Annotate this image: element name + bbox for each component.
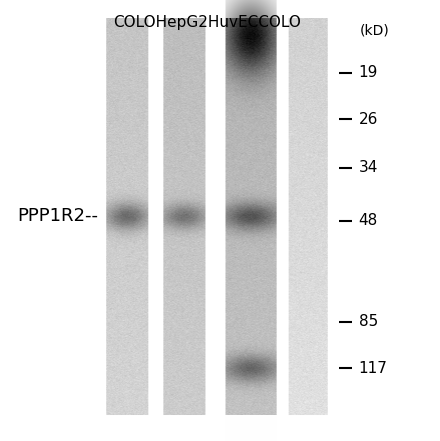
Text: COLOHepG2HuvECCOLO: COLOHepG2HuvECCOLO (113, 15, 301, 30)
Text: 48: 48 (359, 213, 378, 228)
Text: 26: 26 (359, 112, 378, 127)
Text: 34: 34 (359, 160, 378, 175)
Text: 117: 117 (359, 361, 388, 376)
Text: (kD): (kD) (360, 24, 390, 38)
Text: 19: 19 (359, 65, 378, 80)
Text: 85: 85 (359, 314, 378, 329)
Text: PPP1R2--: PPP1R2-- (18, 207, 99, 225)
